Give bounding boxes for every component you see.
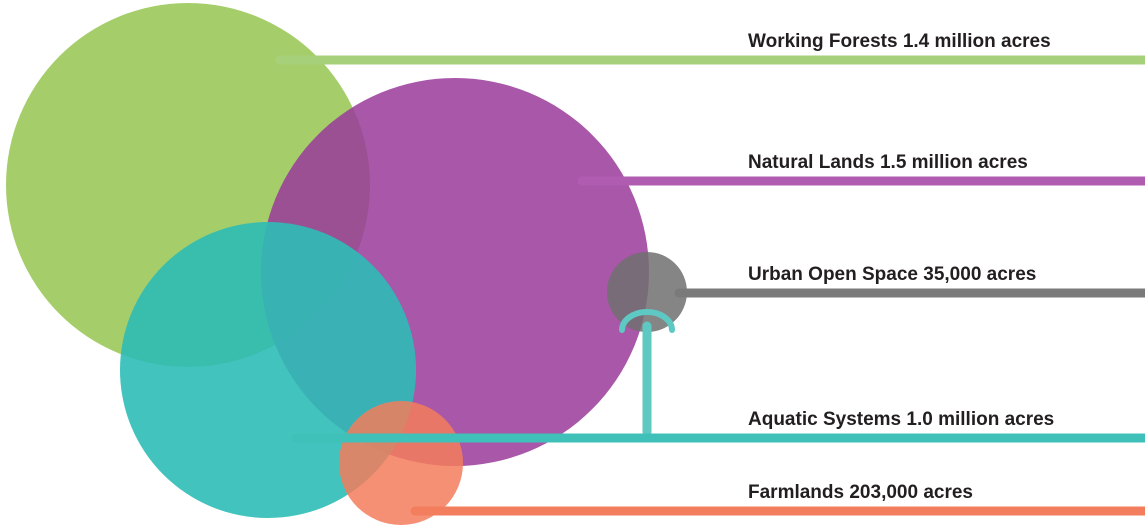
circles (6, 3, 687, 525)
urban-open-space-circle (607, 252, 687, 332)
label: Urban Open Space 35,000 acres (748, 264, 1036, 285)
aquatic-arc (619, 309, 675, 333)
label: Natural Lands 1.5 million acres (748, 152, 1028, 173)
leader-lines (275, 55, 1145, 516)
farmlands-circle (339, 401, 463, 525)
label: Working Forests 1.4 million acres (748, 31, 1051, 52)
labels: Working Forests 1.4 million acres Natura… (748, 31, 1054, 503)
label: Aquatic Systems 1.0 million acres (748, 409, 1054, 430)
label: Farmlands 203,000 acres (748, 482, 973, 503)
